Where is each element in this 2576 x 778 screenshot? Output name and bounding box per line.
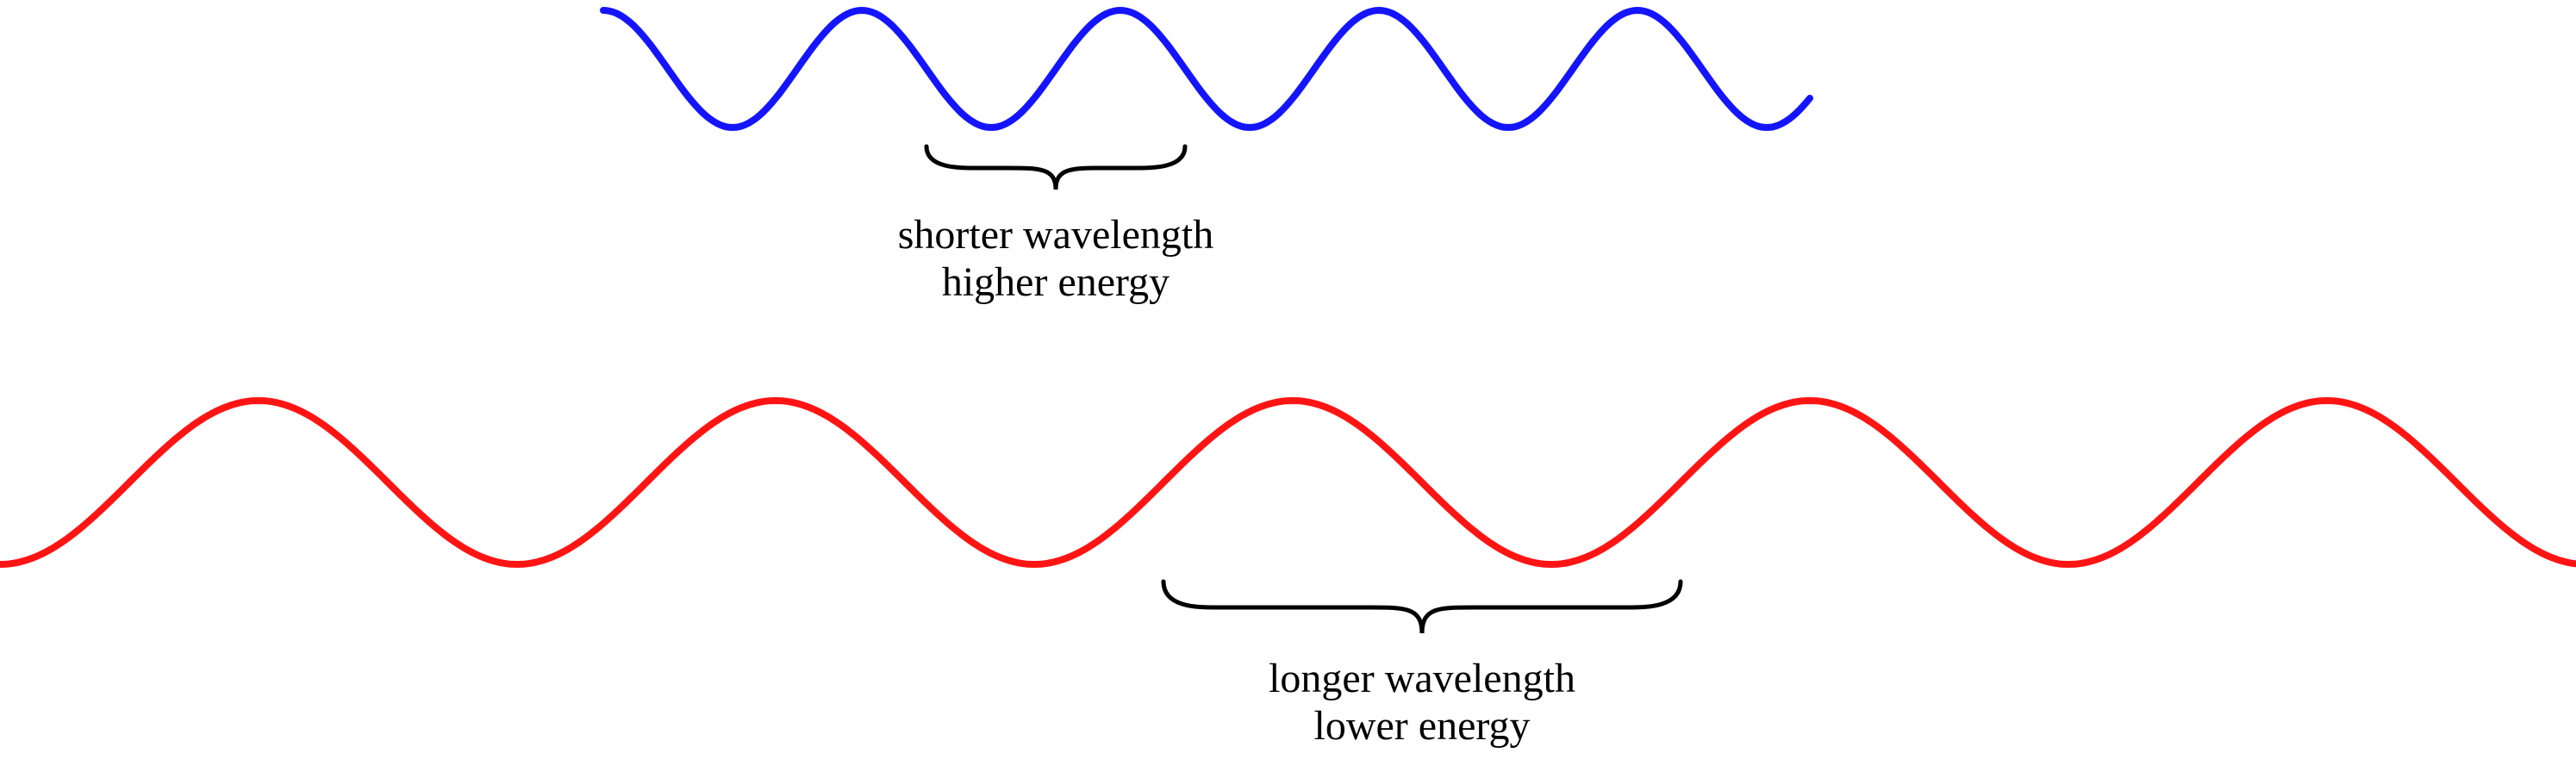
top-wave-label: shorter wavelength higher energy bbox=[711, 211, 1400, 306]
top-wave-label-line1: shorter wavelength bbox=[898, 212, 1214, 258]
bottom-wave bbox=[0, 401, 2575, 564]
top-brace-icon bbox=[926, 146, 1185, 190]
top-wave bbox=[603, 10, 1810, 128]
top-wave-label-line2: higher energy bbox=[942, 259, 1169, 305]
bottom-wave-label-line1: longer wavelength bbox=[1269, 656, 1575, 701]
bottom-wave-label-line2: lower energy bbox=[1313, 703, 1530, 749]
bottom-brace-icon bbox=[1163, 582, 1681, 633]
bottom-wave-label: longer wavelength lower energy bbox=[1077, 655, 1767, 750]
